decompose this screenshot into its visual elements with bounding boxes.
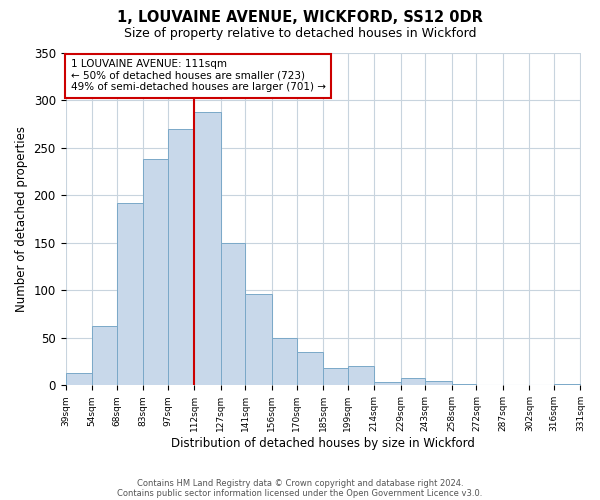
Bar <box>452 384 476 386</box>
Bar <box>116 203 143 386</box>
X-axis label: Distribution of detached houses by size in Wickford: Distribution of detached houses by size … <box>171 437 475 450</box>
Bar <box>168 128 194 386</box>
Text: Contains public sector information licensed under the Open Government Licence v3: Contains public sector information licen… <box>118 488 482 498</box>
Bar <box>425 380 452 386</box>
Bar <box>296 352 323 386</box>
Bar <box>245 294 272 386</box>
Text: Size of property relative to detached houses in Wickford: Size of property relative to detached ho… <box>124 28 476 40</box>
Bar <box>143 159 168 386</box>
Bar <box>221 242 245 386</box>
Text: 1 LOUVAINE AVENUE: 111sqm
← 50% of detached houses are smaller (723)
49% of semi: 1 LOUVAINE AVENUE: 111sqm ← 50% of detac… <box>71 59 326 92</box>
Bar <box>554 384 580 386</box>
Bar <box>374 382 401 386</box>
Bar <box>194 112 221 386</box>
Bar <box>401 378 425 386</box>
Bar <box>92 326 116 386</box>
Text: 1, LOUVAINE AVENUE, WICKFORD, SS12 0DR: 1, LOUVAINE AVENUE, WICKFORD, SS12 0DR <box>117 10 483 25</box>
Y-axis label: Number of detached properties: Number of detached properties <box>15 126 28 312</box>
Bar <box>272 338 296 386</box>
Bar <box>323 368 348 386</box>
Bar <box>348 366 374 386</box>
Text: Contains HM Land Registry data © Crown copyright and database right 2024.: Contains HM Land Registry data © Crown c… <box>137 478 463 488</box>
Bar <box>65 373 92 386</box>
